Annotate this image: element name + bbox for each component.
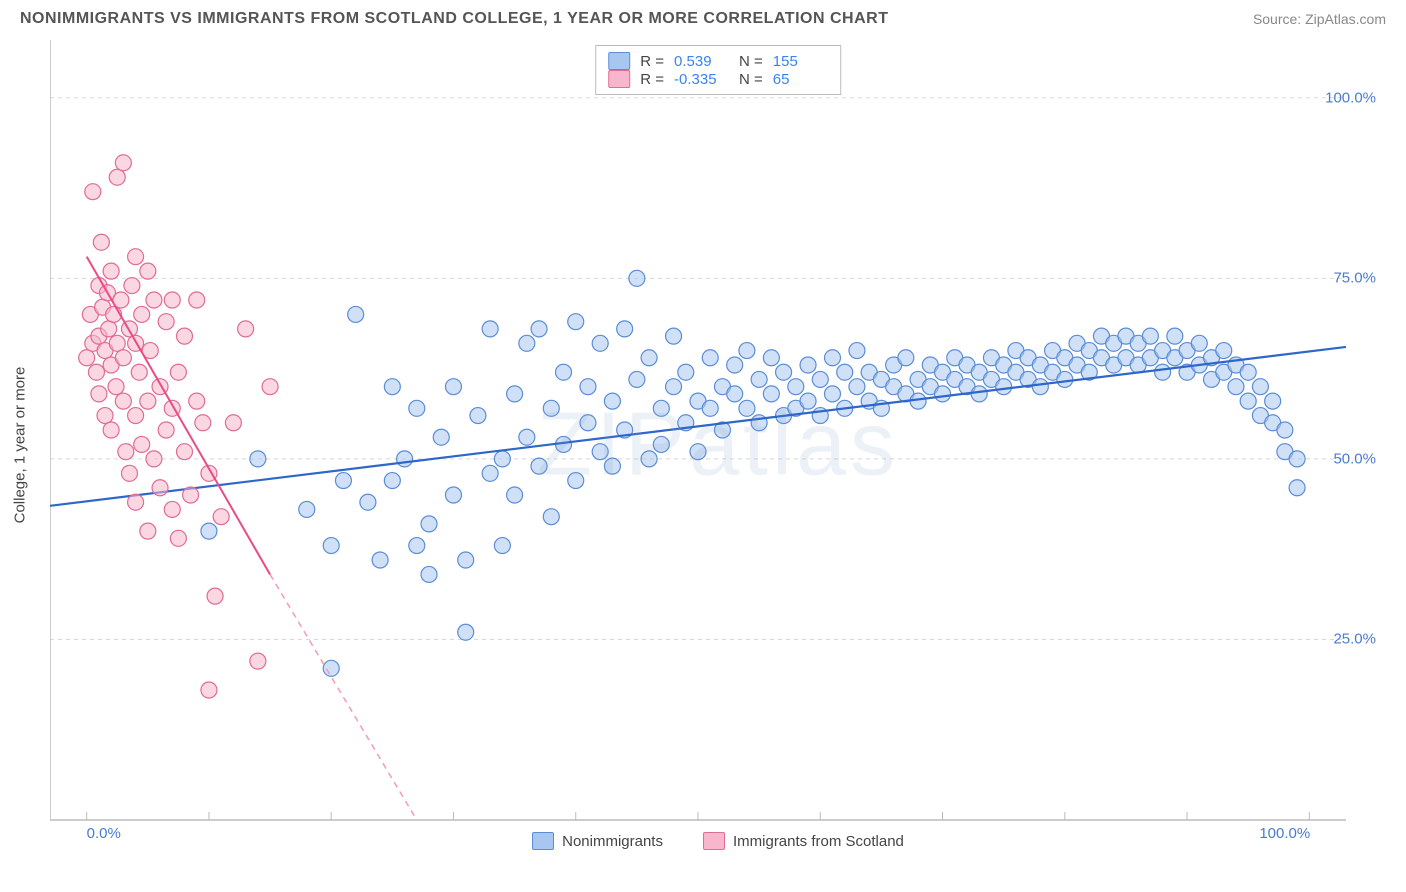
y-tick-label: 25.0% xyxy=(1333,631,1376,648)
y-tick-label: 75.0% xyxy=(1333,270,1376,287)
legend-item: Immigrants from Scotland xyxy=(703,832,904,850)
series-legend: Nonimmigrants Immigrants from Scotland xyxy=(50,832,1386,850)
source-attribution: Source: ZipAtlas.com xyxy=(1253,11,1386,27)
correlation-row: R = 0.539N = 155 xyxy=(608,52,828,70)
correlation-legend: R = 0.539N = 155R = -0.335N = 65 xyxy=(595,45,841,95)
chart-title: NONIMMIGRANTS VS IMMIGRANTS FROM SCOTLAN… xyxy=(20,10,888,28)
y-tick-label: 50.0% xyxy=(1333,450,1376,467)
chart-container: College, 1 year or more ZIPatlas R = 0.5… xyxy=(50,40,1386,850)
legend-item: Nonimmigrants xyxy=(532,832,663,850)
legend-swatch xyxy=(608,52,630,70)
y-axis-label: College, 1 year or more xyxy=(12,367,29,524)
legend-swatch xyxy=(703,832,725,850)
legend-label: Immigrants from Scotland xyxy=(733,833,904,850)
scatter-plot-svg xyxy=(50,40,1386,850)
y-tick-label: 100.0% xyxy=(1325,89,1376,106)
legend-swatch xyxy=(608,70,630,88)
correlation-row: R = -0.335N = 65 xyxy=(608,70,828,88)
legend-swatch xyxy=(532,832,554,850)
legend-label: Nonimmigrants xyxy=(562,833,663,850)
